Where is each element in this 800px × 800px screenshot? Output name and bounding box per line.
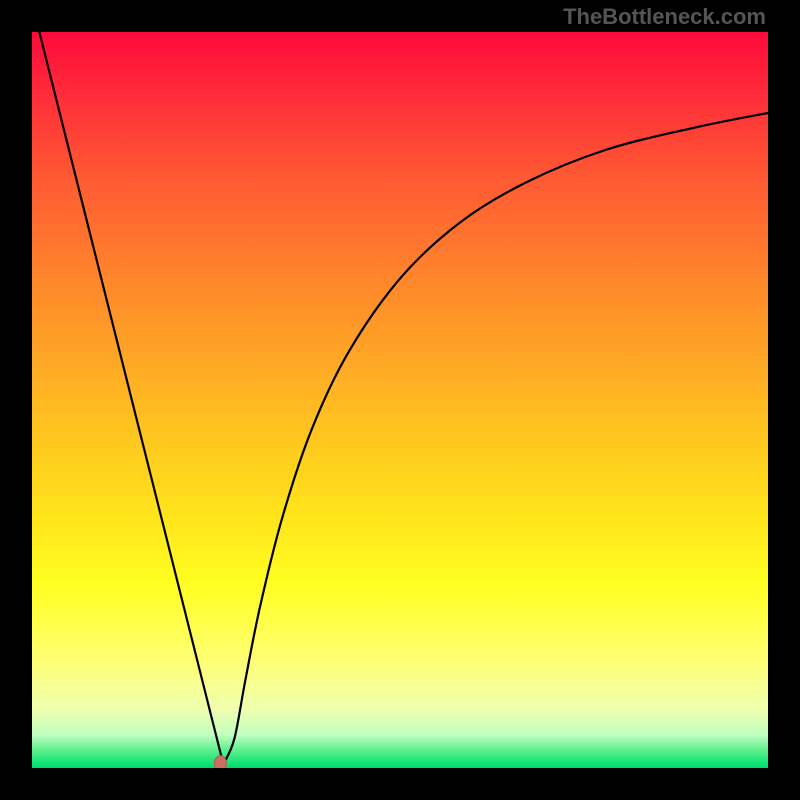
plot-area <box>32 32 768 768</box>
chart-svg <box>32 32 768 768</box>
minimum-marker <box>214 756 226 768</box>
chart-frame: TheBottleneck.com <box>0 0 800 800</box>
gradient-background <box>32 32 768 768</box>
watermark-text: TheBottleneck.com <box>563 4 766 30</box>
